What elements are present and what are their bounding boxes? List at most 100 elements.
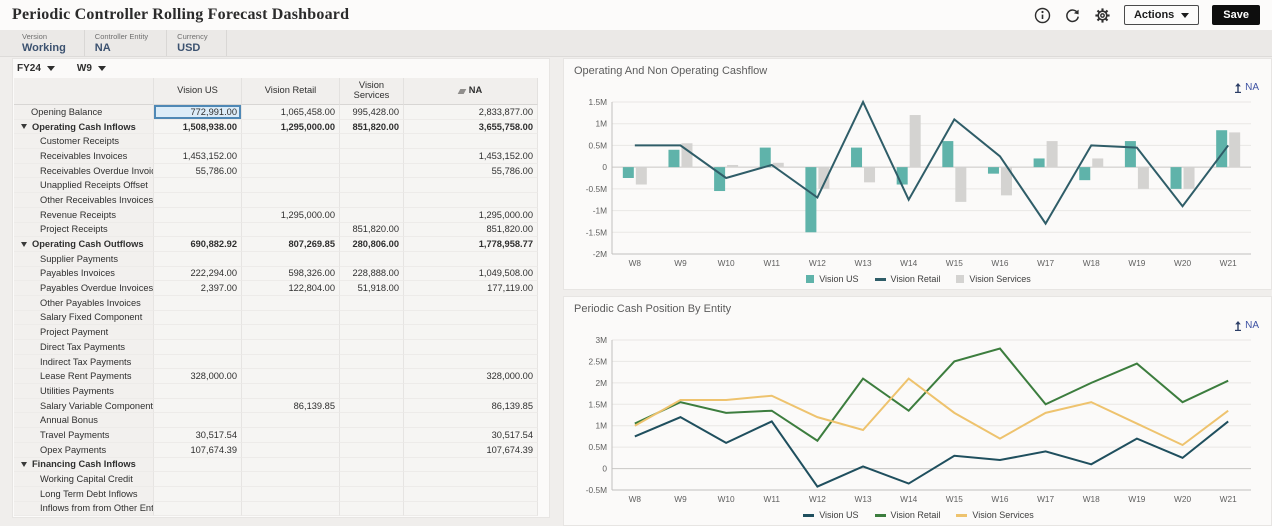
value-cell[interactable] (154, 486, 242, 502)
value-cell[interactable] (154, 340, 242, 355)
value-cell[interactable] (404, 178, 538, 194)
value-cell[interactable] (242, 413, 340, 429)
value-cell[interactable] (242, 442, 340, 458)
value-cell[interactable]: 3,655,758.00 (404, 119, 538, 135)
value-cell[interactable]: 107,674.39 (154, 442, 242, 458)
value-cell[interactable]: 222,294.00 (154, 266, 242, 282)
info-icon[interactable] (1034, 7, 1051, 24)
value-cell[interactable] (340, 413, 404, 429)
value-cell[interactable]: 1,778,958.77 (404, 237, 538, 252)
value-cell[interactable] (404, 251, 538, 267)
value-cell[interactable] (404, 193, 538, 208)
chart-entity-filter[interactable]: NA (1234, 82, 1259, 93)
value-cell[interactable]: 1,065,458.00 (242, 105, 340, 120)
value-cell[interactable] (242, 325, 340, 340)
value-cell[interactable] (154, 413, 242, 429)
value-cell[interactable] (154, 251, 242, 267)
value-cell[interactable] (242, 340, 340, 355)
value-cell[interactable] (154, 325, 242, 340)
value-cell[interactable]: 280,806.00 (340, 237, 404, 252)
value-cell[interactable] (404, 134, 538, 150)
value-cell[interactable]: 86,139.85 (404, 398, 538, 414)
value-cell[interactable] (404, 295, 538, 311)
row-label-cell[interactable]: Operating Cash Outflows (14, 237, 154, 252)
value-cell[interactable]: 55,786.00 (404, 163, 538, 179)
value-cell[interactable] (242, 369, 340, 385)
week-dropdown[interactable]: W9 (77, 63, 106, 74)
legend-item[interactable]: Vision Services (956, 274, 1031, 284)
value-cell[interactable] (340, 149, 404, 164)
value-cell[interactable] (154, 384, 242, 399)
value-cell[interactable] (340, 178, 404, 194)
value-cell[interactable]: 328,000.00 (154, 369, 242, 385)
pov-item[interactable]: Controller Entity NA (85, 30, 168, 56)
settings-gear-icon[interactable] (1094, 7, 1111, 24)
value-cell[interactable] (154, 222, 242, 238)
value-cell[interactable] (340, 134, 404, 150)
value-cell[interactable] (242, 428, 340, 443)
pov-item[interactable]: Version Working (12, 30, 85, 56)
value-cell[interactable] (404, 413, 538, 429)
value-cell[interactable] (404, 384, 538, 399)
column-header-na[interactable]: NA (404, 78, 538, 105)
value-cell[interactable]: 690,882.92 (154, 237, 242, 252)
value-cell[interactable] (154, 310, 242, 326)
row-label-cell[interactable]: Financing Cash Inflows (14, 457, 154, 473)
value-cell[interactable] (340, 369, 404, 385)
value-cell[interactable]: 772,991.00 (154, 105, 242, 120)
value-cell[interactable] (340, 472, 404, 487)
value-cell[interactable] (242, 193, 340, 208)
value-cell[interactable]: 1,453,152.00 (404, 149, 538, 164)
legend-item[interactable]: Vision Services (956, 510, 1034, 520)
value-cell[interactable] (340, 251, 404, 267)
value-cell[interactable] (154, 398, 242, 414)
value-cell[interactable] (340, 384, 404, 399)
value-cell[interactable]: 1,453,152.00 (154, 149, 242, 164)
value-cell[interactable]: 807,269.85 (242, 237, 340, 252)
value-cell[interactable]: 86,139.85 (242, 398, 340, 414)
legend-item[interactable]: Vision Retail (874, 510, 940, 520)
value-cell[interactable]: 1,295,000.00 (242, 207, 340, 223)
value-cell[interactable] (242, 134, 340, 150)
value-cell[interactable]: 228,888.00 (340, 266, 404, 282)
value-cell[interactable] (340, 207, 404, 223)
value-cell[interactable]: 55,786.00 (154, 163, 242, 179)
value-cell[interactable] (242, 310, 340, 326)
value-cell[interactable] (154, 354, 242, 370)
value-cell[interactable] (340, 295, 404, 311)
value-cell[interactable] (242, 472, 340, 487)
value-cell[interactable] (242, 222, 340, 238)
value-cell[interactable] (242, 163, 340, 179)
value-cell[interactable] (154, 295, 242, 311)
value-cell[interactable]: 851,820.00 (404, 222, 538, 238)
value-cell[interactable]: 30,517.54 (154, 428, 242, 443)
value-cell[interactable]: 1,508,938.00 (154, 119, 242, 135)
value-cell[interactable] (340, 442, 404, 458)
column-header-vision-retail[interactable]: Vision Retail (242, 78, 340, 105)
value-cell[interactable] (154, 134, 242, 150)
value-cell[interactable] (404, 354, 538, 370)
value-cell[interactable] (154, 178, 242, 194)
value-cell[interactable]: 851,820.00 (340, 119, 404, 135)
value-cell[interactable] (154, 457, 242, 473)
legend-item[interactable]: Vision US (803, 510, 859, 520)
actions-button[interactable]: Actions (1123, 5, 1200, 25)
value-cell[interactable]: 2,397.00 (154, 281, 242, 296)
year-dropdown[interactable]: FY24 (17, 63, 55, 74)
value-cell[interactable]: 1,049,508.00 (404, 266, 538, 282)
value-cell[interactable] (154, 472, 242, 487)
value-cell[interactable]: 2,833,877.00 (404, 105, 538, 120)
value-cell[interactable] (340, 457, 404, 473)
refresh-icon[interactable] (1064, 7, 1081, 24)
value-cell[interactable] (404, 340, 538, 355)
legend-item[interactable]: Vision US (806, 274, 859, 284)
value-cell[interactable]: 107,674.39 (404, 442, 538, 458)
collapse-triangle-icon[interactable] (21, 461, 27, 467)
legend-item[interactable]: Vision Retail (874, 274, 940, 284)
row-label-cell[interactable]: Operating Cash Inflows (14, 119, 154, 135)
pov-item[interactable]: Currency USD (167, 30, 227, 56)
value-cell[interactable] (340, 163, 404, 179)
value-cell[interactable] (404, 457, 538, 473)
value-cell[interactable] (340, 501, 404, 517)
value-cell[interactable]: 328,000.00 (404, 369, 538, 385)
